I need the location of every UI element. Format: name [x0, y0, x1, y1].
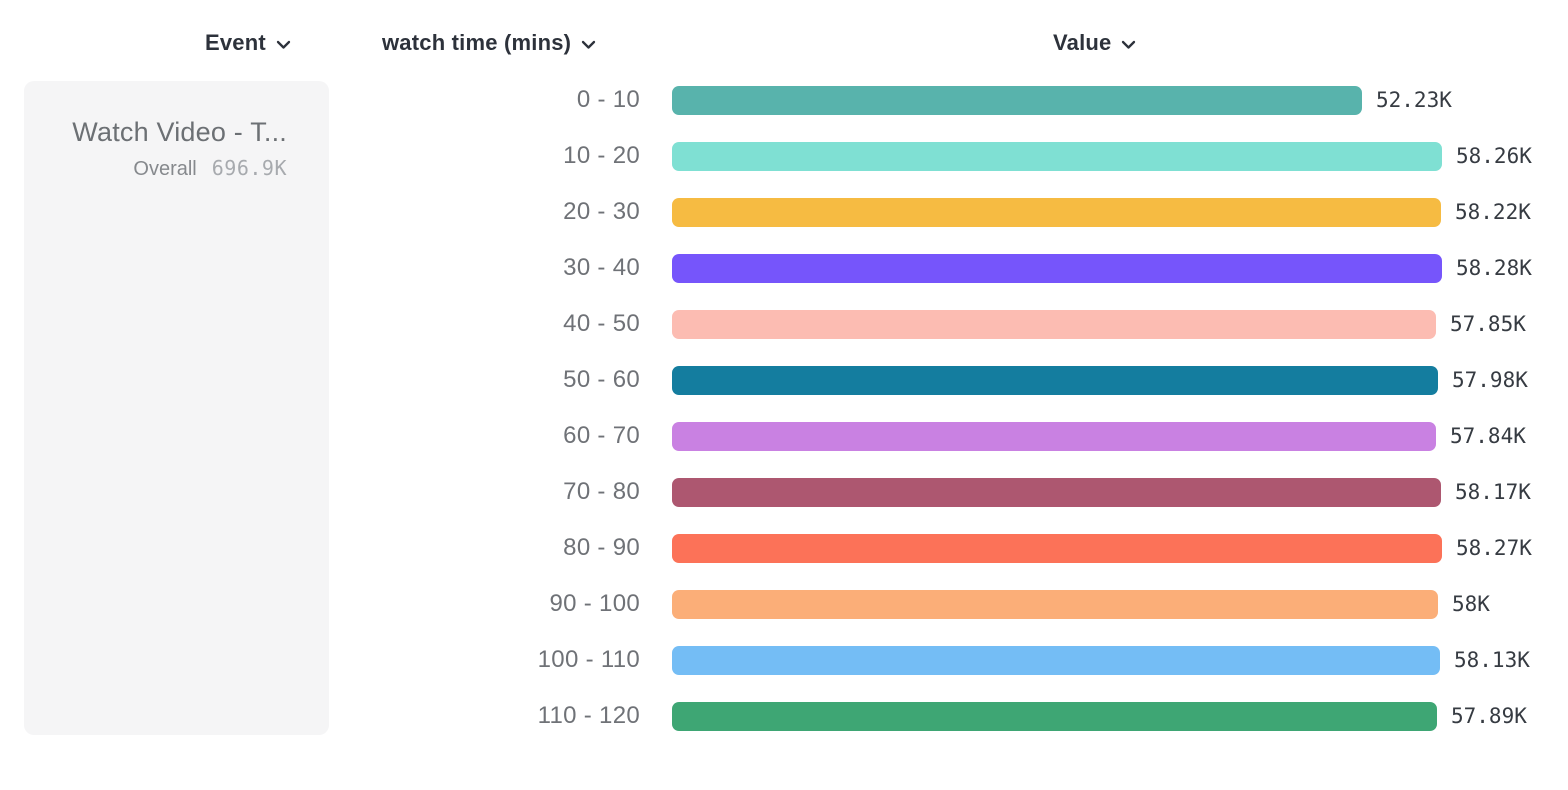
bucket-label: 40 - 50 — [563, 310, 640, 337]
bucket-label: 110 - 120 — [537, 702, 640, 729]
value-bar[interactable] — [672, 477, 1441, 507]
value-label: 52.23K — [1376, 88, 1452, 112]
value-bar[interactable] — [672, 309, 1436, 339]
value-label: 57.84K — [1450, 424, 1526, 448]
chart-row: 0 - 10 52.23K — [0, 72, 1568, 128]
value-column-header[interactable]: Value — [1053, 27, 1136, 59]
bucket-label: 50 - 60 — [563, 366, 640, 393]
chart-row: 30 - 40 58.28K — [0, 240, 1568, 296]
chart-rows: 0 - 10 52.23K 10 - 20 58.26K 20 - 30 58.22K 30… — [0, 72, 1568, 744]
bucket-label: 90 - 100 — [549, 590, 640, 617]
bucket-column-header[interactable]: watch time (mins) — [382, 27, 596, 59]
overall-value: 696.9K — [211, 156, 287, 180]
event-column-label: Event — [205, 30, 266, 55]
bucket-label: 30 - 40 — [563, 254, 640, 281]
event-column-header[interactable]: Event — [205, 27, 291, 59]
value-label: 58K — [1452, 592, 1490, 616]
value-bar[interactable] — [672, 85, 1362, 115]
chart-row: 110 - 120 57.89K — [0, 688, 1568, 744]
value-bar[interactable] — [672, 365, 1438, 395]
event-card[interactable]: Watch Video - T... Overall 696.9K — [24, 81, 329, 735]
chevron-down-icon — [582, 40, 596, 49]
chart-row: 50 - 60 57.98K — [0, 352, 1568, 408]
chart-row: 40 - 50 57.85K — [0, 296, 1568, 352]
bucket-label: 0 - 10 — [576, 86, 640, 113]
value-bar[interactable] — [672, 701, 1437, 731]
value-label: 57.85K — [1450, 312, 1526, 336]
value-bar[interactable] — [672, 421, 1436, 451]
bucket-label: 70 - 80 — [563, 478, 640, 505]
chart-row: 60 - 70 57.84K — [0, 408, 1568, 464]
value-label: 58.13K — [1454, 648, 1530, 672]
value-label: 58.17K — [1455, 480, 1531, 504]
chart-row: 70 - 80 58.17K — [0, 464, 1568, 520]
event-title: Watch Video - T... — [72, 117, 287, 147]
chart-row: 100 - 110 58.13K — [0, 632, 1568, 688]
value-bar[interactable] — [672, 253, 1442, 283]
value-bar[interactable] — [672, 141, 1442, 171]
value-bar[interactable] — [672, 197, 1441, 227]
value-label: 58.26K — [1456, 144, 1532, 168]
value-column-label: Value — [1053, 30, 1112, 55]
bucket-label: 20 - 30 — [563, 198, 640, 225]
bucket-label: 60 - 70 — [563, 422, 640, 449]
overall-label: Overall — [133, 158, 197, 180]
chevron-down-icon — [276, 40, 291, 49]
bucket-column-label: watch time (mins) — [382, 30, 572, 55]
value-bar[interactable] — [672, 589, 1438, 619]
bucket-label: 10 - 20 — [563, 142, 640, 169]
bucket-label: 100 - 110 — [537, 646, 640, 673]
chart-row: 10 - 20 58.26K — [0, 128, 1568, 184]
chart-row: 20 - 30 58.22K — [0, 184, 1568, 240]
chevron-down-icon — [1122, 40, 1136, 49]
value-label: 58.28K — [1456, 256, 1532, 280]
bucket-label: 80 - 90 — [563, 534, 640, 561]
value-label: 58.22K — [1455, 200, 1531, 224]
value-bar[interactable] — [672, 645, 1440, 675]
value-label: 58.27K — [1456, 536, 1532, 560]
chart-row: 80 - 90 58.27K — [0, 520, 1568, 576]
value-label: 57.89K — [1451, 704, 1527, 728]
value-bar[interactable] — [672, 533, 1442, 563]
chart-row: 90 - 100 58K — [0, 576, 1568, 632]
event-overall-row: Overall 696.9K — [44, 156, 287, 181]
value-label: 57.98K — [1452, 368, 1528, 392]
